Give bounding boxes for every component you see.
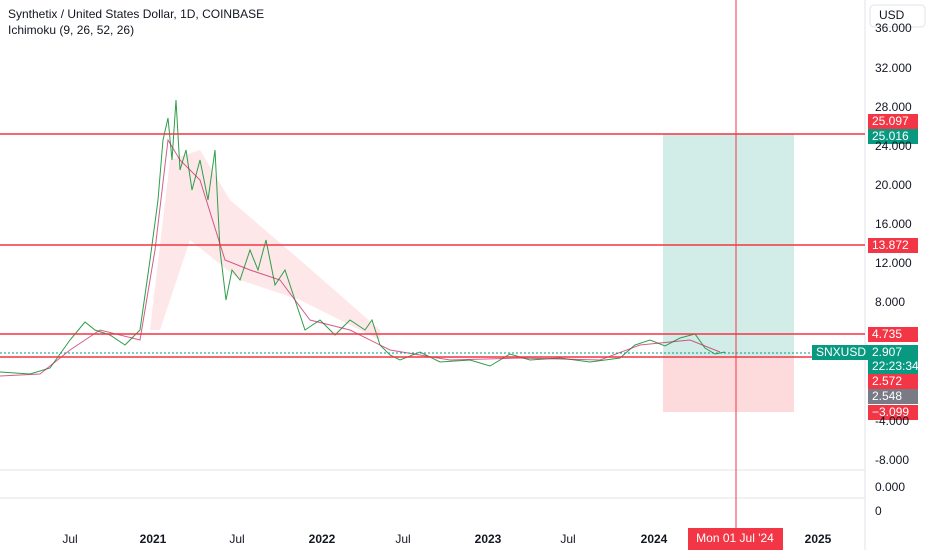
- time-axis-label: Jul: [560, 532, 576, 546]
- price-axis-label: 8.000: [875, 295, 906, 309]
- price-axis-label: 16.000: [875, 217, 912, 231]
- crosshair-time-tag: [688, 528, 783, 550]
- price-axis-label: 0: [875, 504, 882, 518]
- price-axis-label: 20.000: [875, 178, 912, 192]
- price-axis-label: 12.000: [875, 256, 912, 270]
- price-tag: 25.097: [868, 114, 918, 129]
- price-axis-label: 28.000: [875, 100, 912, 114]
- currency-button[interactable]: [869, 4, 926, 28]
- countdown-tag: 22:23:34: [868, 359, 919, 374]
- price-tag: 2.548: [868, 389, 918, 404]
- conversion-line: [0, 138, 721, 377]
- time-axis-label: 2023: [474, 532, 502, 546]
- price-tag: 13.872: [868, 238, 918, 253]
- time-axis-label: Jul: [62, 532, 78, 546]
- time-axis-label: 2025: [804, 532, 832, 546]
- price-axis-label: -4.000: [875, 414, 910, 428]
- price-tag: 25.016: [868, 129, 918, 144]
- currency-label[interactable]: USD: [879, 8, 905, 22]
- price-axis-label: 0.000: [875, 480, 906, 494]
- price-tag: 4.735: [868, 327, 918, 342]
- time-axis-label: Jul: [395, 532, 411, 546]
- price-axis-label: -8.000: [875, 453, 910, 467]
- indicator-label: Ichimoku (9, 26, 52, 26): [8, 23, 134, 37]
- loss-zone: [663, 357, 794, 412]
- time-axis-label: Jul: [229, 532, 245, 546]
- crosshair-time-label: Mon 01 Jul '24: [696, 531, 774, 545]
- price-tag: 2.907: [868, 345, 918, 360]
- symbol-tag: SNXUSD: [812, 345, 871, 360]
- time-axis-label: 2024: [640, 532, 668, 546]
- price-line: [0, 99, 726, 375]
- price-tag: −3.099: [868, 405, 918, 420]
- price-axis-label: 36.000: [875, 21, 912, 35]
- time-axis-label: 2021: [139, 532, 167, 546]
- price-tag: 2.572: [868, 374, 918, 389]
- symbol-title: Synthetix / United States Dollar, 1D, CO…: [8, 7, 264, 21]
- price-axis-label: 32.000: [875, 61, 912, 75]
- time-axis-label: 2022: [308, 532, 336, 546]
- price-axis-label: 24.000: [875, 139, 912, 153]
